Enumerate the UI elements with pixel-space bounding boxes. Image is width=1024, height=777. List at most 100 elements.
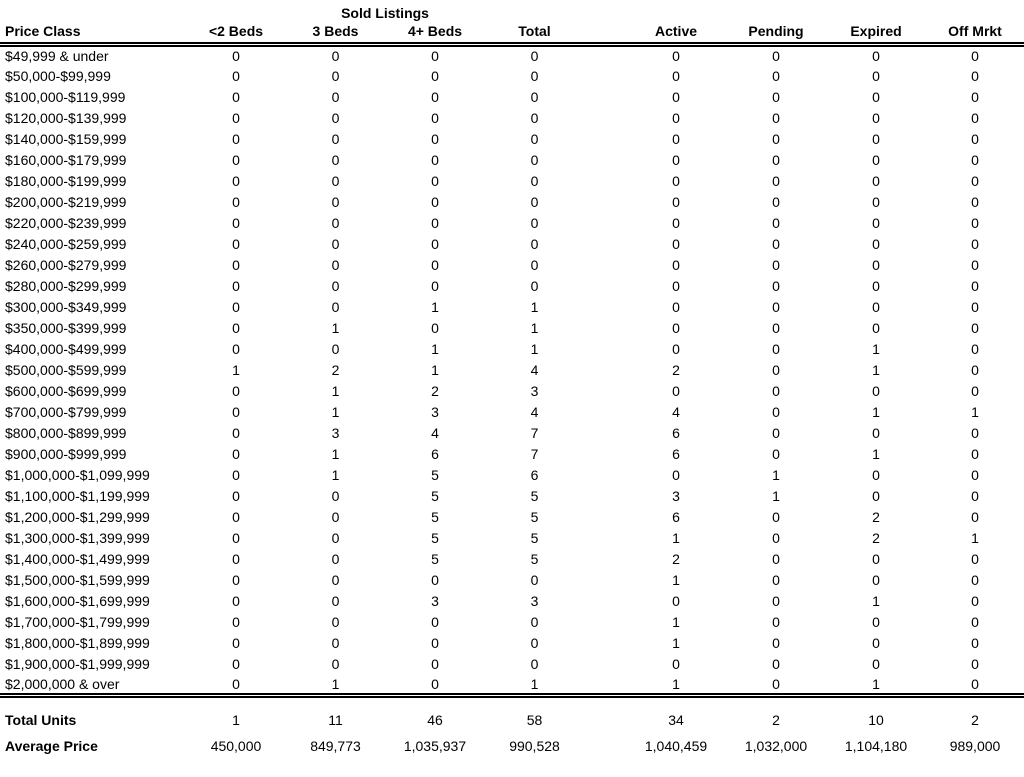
total-cell: 0 [530, 215, 539, 231]
pending-cell: 0 [772, 614, 780, 630]
off-mrkt-cell: 0 [971, 48, 979, 65]
3-beds-cell: 0 [331, 635, 340, 651]
4-plus-beds-cell: 3 [431, 404, 439, 420]
group-header-spacer-right [626, 0, 1024, 24]
active-cell: 0 [672, 131, 680, 147]
average-price-under-2-beds: 450,000 [210, 738, 262, 754]
under-2-beds-cell: 0 [232, 110, 240, 126]
table-row: $350,000-$399,999 0 1 0 1 0 0 0 0 [0, 318, 1024, 339]
expired-cell: 1 [872, 362, 880, 378]
pending-cell: 0 [772, 656, 780, 672]
pending-cell: 0 [772, 215, 780, 231]
off-mrkt-cell: 0 [971, 446, 979, 462]
total-units-total: 58 [526, 712, 543, 728]
column-header-pending: Pending [726, 24, 827, 47]
price-class-cell: $100,000-$119,999 [5, 89, 126, 105]
price-class-cell: $900,000-$999,999 [5, 446, 127, 462]
active-cell: 6 [672, 425, 680, 441]
column-header-under-2-beds: <2 Beds [186, 24, 286, 47]
price-class-cell: $200,000-$219,999 [5, 194, 127, 210]
pending-cell: 0 [772, 257, 780, 273]
3-beds-cell: 0 [331, 572, 340, 588]
pending-cell: 0 [772, 236, 780, 252]
4-plus-beds-cell: 5 [431, 467, 439, 483]
total-cell: 0 [530, 236, 539, 252]
4-plus-beds-cell: 5 [431, 509, 439, 525]
pending-cell: 0 [772, 110, 780, 126]
expired-cell: 1 [872, 341, 880, 357]
column-header-off-mrkt: Off Mrkt [926, 24, 1024, 47]
under-2-beds-cell: 0 [232, 320, 240, 336]
price-class-cell: $1,700,000-$1,799,999 [5, 614, 150, 630]
off-mrkt-cell: 0 [971, 467, 979, 483]
total-cell: 0 [530, 194, 539, 210]
price-class-cell: $800,000-$899,999 [5, 425, 127, 441]
group-header-row: Sold Listings [0, 0, 1024, 24]
table-row: $400,000-$499,999 0 0 1 1 0 0 1 0 [0, 339, 1024, 360]
4-plus-beds-cell: 0 [431, 110, 439, 126]
expired-cell: 0 [872, 299, 880, 315]
price-class-cell: $160,000-$179,999 [5, 152, 127, 168]
under-2-beds-cell: 0 [232, 236, 240, 252]
3-beds-cell: 1 [331, 404, 340, 420]
4-plus-beds-cell: 0 [431, 173, 439, 189]
3-beds-cell: 0 [331, 89, 340, 105]
off-mrkt-cell: 0 [971, 236, 979, 252]
table-row: $260,000-$279,999 0 0 0 0 0 0 0 0 [0, 255, 1024, 276]
total-cell: 5 [530, 488, 539, 504]
pending-cell: 0 [772, 446, 780, 462]
total-cell: 0 [530, 48, 539, 65]
total-cell: 5 [530, 551, 539, 567]
table-row: $240,000-$259,999 0 0 0 0 0 0 0 0 [0, 234, 1024, 255]
off-mrkt-cell: 0 [971, 341, 979, 357]
3-beds-cell: 0 [331, 131, 340, 147]
table-row: $500,000-$599,999 1 2 1 4 2 0 1 0 [0, 360, 1024, 381]
3-beds-cell: 0 [331, 530, 340, 546]
average-price-expired: 1,104,180 [844, 738, 908, 754]
off-mrkt-cell: 0 [971, 320, 979, 336]
expired-cell: 0 [872, 48, 880, 65]
active-cell: 1 [672, 530, 680, 546]
price-class-cell: $700,000-$799,999 [5, 404, 127, 420]
price-class-cell: $1,500,000-$1,599,999 [5, 572, 150, 588]
expired-cell: 1 [872, 446, 880, 462]
4-plus-beds-cell: 0 [431, 152, 439, 168]
average-price-label: Average Price [5, 738, 98, 754]
expired-cell: 2 [872, 509, 880, 525]
table-row: $900,000-$999,999 0 1 6 7 6 0 1 0 [0, 444, 1024, 465]
4-plus-beds-cell: 0 [431, 614, 439, 630]
expired-cell: 1 [872, 593, 880, 609]
total-cell: 0 [530, 110, 539, 126]
3-beds-cell: 0 [331, 152, 340, 168]
expired-cell: 0 [872, 383, 880, 399]
off-mrkt-cell: 0 [971, 362, 979, 378]
expired-cell: 0 [872, 110, 880, 126]
under-2-beds-cell: 0 [232, 278, 240, 294]
3-beds-cell: 0 [331, 48, 340, 65]
off-mrkt-cell: 0 [971, 194, 979, 210]
active-cell: 0 [672, 320, 680, 336]
pending-cell: 0 [772, 362, 780, 378]
under-2-beds-cell: 0 [232, 509, 240, 525]
pending-cell: 0 [772, 131, 780, 147]
total-units-active: 34 [668, 712, 684, 728]
sold-listings-group-header: Sold Listings [341, 5, 429, 21]
pending-cell: 0 [772, 509, 780, 525]
table-row: $1,100,000-$1,199,999 0 0 5 5 3 1 0 0 [0, 486, 1024, 507]
expired-cell: 0 [872, 635, 880, 651]
table-row: $1,600,000-$1,699,999 0 0 3 3 0 0 1 0 [0, 591, 1024, 612]
table-row: $160,000-$179,999 0 0 0 0 0 0 0 0 [0, 150, 1024, 171]
active-cell: 6 [672, 509, 680, 525]
3-beds-cell: 0 [331, 236, 340, 252]
expired-cell: 0 [872, 257, 880, 273]
total-cell: 0 [530, 635, 539, 651]
3-beds-cell: 1 [331, 383, 340, 399]
total-cell: 3 [530, 383, 539, 399]
expired-cell: 1 [872, 404, 880, 420]
pending-cell: 0 [772, 194, 780, 210]
active-cell: 1 [672, 635, 680, 651]
price-class-cell: $240,000-$259,999 [5, 236, 127, 252]
3-beds-cell: 1 [286, 674, 385, 698]
pending-cell: 0 [772, 68, 780, 84]
3-beds-cell: 0 [331, 341, 340, 357]
